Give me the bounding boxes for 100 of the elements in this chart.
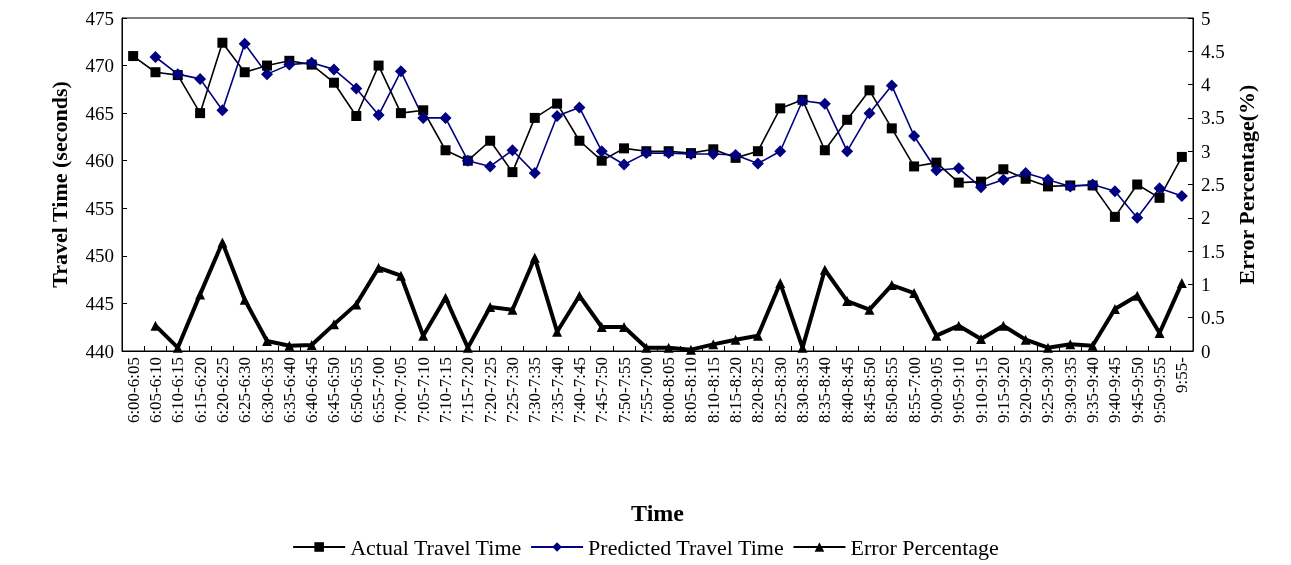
point	[507, 167, 518, 178]
y2-tick-label: 4	[1201, 74, 1211, 96]
point	[217, 237, 228, 248]
point	[619, 143, 630, 154]
point	[373, 60, 384, 71]
point	[194, 72, 207, 85]
point	[284, 340, 295, 351]
point	[1109, 211, 1120, 222]
x-tick-label: 9:45-9:50	[1127, 357, 1147, 424]
y2-tick-label: 5	[1201, 7, 1211, 29]
point	[908, 129, 921, 142]
x-tick-label: 6:10-6:15	[168, 357, 188, 424]
x-tick-label: 8:05-8:10	[681, 357, 701, 424]
point	[239, 67, 250, 78]
y2-tick-label: 3	[1201, 140, 1211, 162]
y-tick-label: 465	[85, 102, 114, 124]
x-tick-label: 7:55-7:00	[636, 357, 656, 424]
x-tick-label: 6:45-6:50	[324, 357, 344, 424]
point	[864, 85, 875, 96]
point	[618, 158, 631, 171]
point	[149, 51, 162, 64]
x-tick-label: 9:40-9:45	[1105, 357, 1125, 424]
x-tick-label: 8:10-8:15	[703, 357, 723, 424]
point	[372, 109, 385, 122]
point	[707, 148, 720, 161]
x-tick-label: 6:35-6:40	[279, 357, 299, 424]
point	[394, 65, 407, 78]
point	[596, 155, 607, 166]
point	[1087, 340, 1098, 351]
y-tick-label: 470	[85, 55, 114, 77]
y2-tick-label: 1	[1201, 273, 1211, 295]
point	[930, 164, 943, 177]
point	[931, 330, 942, 341]
point	[418, 105, 429, 116]
x-tick-label: 6:00-6:05	[123, 357, 143, 424]
point	[708, 339, 719, 350]
x-tick-label: 6:30-6:35	[257, 357, 277, 424]
y2-tick-label: 2	[1201, 207, 1211, 229]
point	[373, 262, 384, 273]
point	[1019, 167, 1032, 180]
x-tick-label: 6:25-6:30	[235, 357, 255, 424]
x-tick-label: 9:10-9:15	[971, 357, 991, 424]
x-tick-label: 7:20-7:25	[480, 357, 500, 424]
x-tick-label: 7:30-7:35	[525, 357, 545, 424]
point	[1020, 334, 1031, 345]
point	[774, 145, 787, 158]
point	[485, 302, 496, 313]
point	[239, 294, 250, 305]
y-tick-label: 440	[85, 340, 114, 362]
point	[440, 292, 451, 303]
point	[328, 77, 339, 88]
point	[663, 342, 674, 353]
x-tick-label: 9:20-9:25	[1016, 357, 1036, 424]
point	[819, 264, 830, 275]
point	[841, 145, 854, 158]
x-axis-title: Time	[631, 500, 685, 526]
point	[864, 304, 875, 315]
point	[1176, 151, 1187, 162]
point	[440, 145, 451, 156]
y-tick-label: 460	[85, 150, 114, 172]
y-tick-label: 450	[85, 245, 114, 267]
x-tick-label: 7:05-7:10	[413, 357, 433, 424]
y-tick-label: 475	[85, 7, 114, 29]
point	[395, 108, 406, 119]
point	[1176, 278, 1187, 289]
x-tick-label: 8:55-7:00	[904, 357, 924, 424]
point	[283, 58, 296, 71]
point	[238, 37, 251, 50]
point	[595, 145, 608, 158]
point	[953, 320, 964, 331]
point	[574, 290, 585, 301]
point	[1042, 342, 1053, 353]
point	[529, 252, 540, 263]
point	[1153, 182, 1166, 195]
point	[1132, 290, 1143, 301]
point	[261, 68, 274, 81]
x-tick-label: 8:15-8:20	[726, 357, 746, 424]
point	[1131, 211, 1144, 224]
y-axis-title: Travel Time (seconds)	[46, 81, 72, 288]
x-tick-label: 9:05-9:10	[949, 357, 969, 424]
point	[216, 104, 229, 117]
x-tick-label: 9:25-9:30	[1038, 357, 1058, 424]
point	[262, 336, 273, 347]
point	[819, 145, 830, 156]
point	[217, 37, 228, 48]
point	[998, 320, 1009, 331]
point	[484, 160, 497, 173]
y2-tick-label: 0.5	[1201, 307, 1225, 329]
x-tick-label: 8:20-8:25	[748, 357, 768, 424]
x-tick-label: 7:45-7:50	[592, 357, 612, 424]
point	[395, 270, 406, 281]
point	[306, 340, 317, 351]
x-tick-label: 8:50-8:55	[882, 357, 902, 424]
x-tick-label: 7:50-7:55	[614, 357, 634, 424]
point	[350, 82, 363, 95]
point	[752, 330, 763, 341]
point	[685, 344, 696, 355]
x-tick-label: 9:30-9:35	[1060, 357, 1080, 424]
point	[417, 111, 430, 124]
point	[128, 51, 139, 62]
